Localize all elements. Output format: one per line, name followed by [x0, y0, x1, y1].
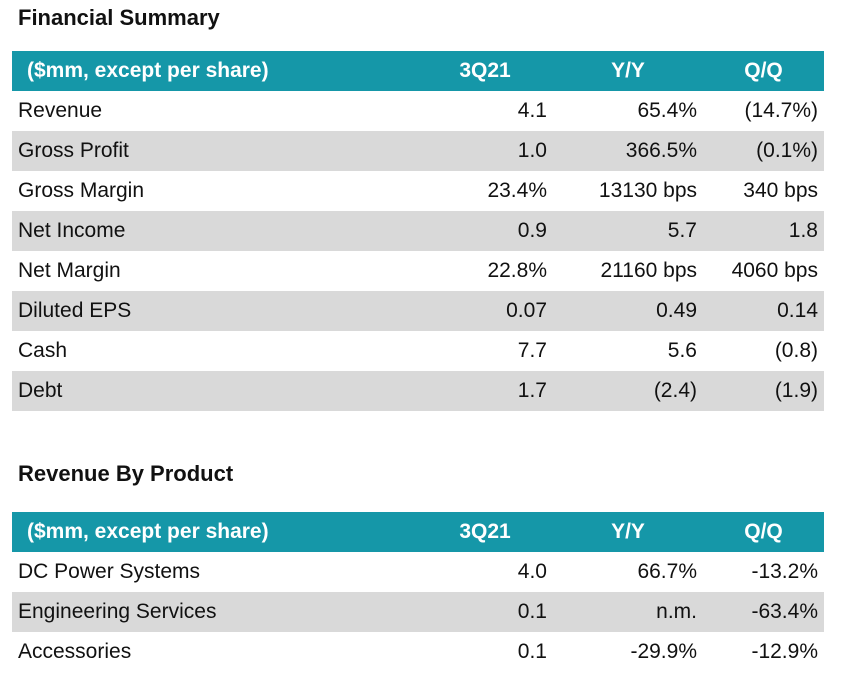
cell-3q21: 4.1 — [517, 99, 547, 122]
cell-qq: (1.9) — [703, 371, 824, 411]
cell-qq: (0.1%) — [703, 131, 824, 171]
column-header-3q21: 3Q21 — [417, 512, 553, 552]
column-header-qq: Q/Q — [703, 512, 824, 552]
cell-3q21: 0.07 — [417, 291, 553, 331]
row-label: Gross Profit — [12, 131, 417, 171]
table-row: Revenue 4.1 65.4% (14.7%) — [12, 91, 824, 131]
table-row: Net Margin 22.8% 21160 bps 4060 bps — [12, 251, 824, 291]
row-label: Net Income — [12, 211, 417, 251]
cell-qq: -63.4% — [703, 592, 824, 632]
financial-summary-title: Financial Summary — [18, 5, 220, 30]
row-label: Gross Margin — [18, 179, 145, 202]
cell-yy: 366.5% — [553, 131, 703, 171]
column-header-label: ($mm, except per share) — [12, 512, 417, 552]
table-row: Cash 7.7 5.6 (0.8) — [12, 331, 824, 371]
row-label: Debt — [12, 371, 417, 411]
row-label: Revenue — [18, 99, 103, 122]
cell-qq: (14.7%) — [744, 99, 818, 122]
cell-qq: (0.8) — [774, 339, 818, 362]
column-header-yy: Y/Y — [553, 512, 703, 552]
cell-3q21: 22.8% — [487, 259, 547, 282]
cell-yy: -29.9% — [630, 640, 697, 663]
cell-yy: 13130 bps — [598, 179, 697, 202]
cell-3q21: 7.7 — [517, 339, 547, 362]
cell-qq: 4060 bps — [731, 259, 818, 282]
cell-qq: 340 bps — [743, 179, 818, 202]
table-row: Diluted EPS 0.07 0.49 0.14 — [12, 291, 824, 331]
header-row: ($mm, except per share) 3Q21 Y/Y Q/Q — [12, 51, 824, 91]
row-label: Diluted EPS — [12, 291, 417, 331]
cell-qq: -13.2% — [751, 560, 818, 583]
cell-3q21: 0.1 — [417, 592, 553, 632]
cell-3q21: 4.0 — [517, 560, 547, 583]
cell-3q21: 1.7 — [417, 371, 553, 411]
cell-3q21: 0.9 — [417, 211, 553, 251]
cell-3q21: 23.4% — [487, 179, 547, 202]
header-row: ($mm, except per share) 3Q21 Y/Y Q/Q — [12, 512, 824, 552]
cell-yy: (2.4) — [553, 371, 703, 411]
cell-yy: 66.7% — [637, 560, 697, 583]
row-label: Cash — [18, 339, 68, 362]
table-row: Gross Profit 1.0 366.5% (0.1%) — [12, 131, 824, 171]
financial-summary-table: ($mm, except per share) 3Q21 Y/Y Q/Q Rev… — [12, 51, 824, 411]
column-header-label: ($mm, except per share) — [12, 51, 417, 91]
cell-3q21: 1.0 — [417, 131, 553, 171]
table-row: Net Income 0.9 5.7 1.8 — [12, 211, 824, 251]
table-row: Engineering Services 0.1 n.m. -63.4% — [12, 592, 824, 632]
column-header-qq: Q/Q — [703, 51, 824, 91]
cell-yy: 65.4% — [637, 99, 697, 122]
column-header-3q21: 3Q21 — [417, 51, 553, 91]
column-header-yy: Y/Y — [553, 51, 703, 91]
cell-qq: 0.14 — [703, 291, 824, 331]
cell-yy: 5.6 — [667, 339, 697, 362]
table-row: DC Power Systems 4.0 66.7% -13.2% — [12, 552, 824, 592]
table-row: Accessories 0.1 -29.9% -12.9% — [12, 632, 824, 672]
cell-yy: n.m. — [553, 592, 703, 632]
row-label: Engineering Services — [12, 592, 417, 632]
table-row: Gross Margin 23.4% 13130 bps 340 bps — [12, 171, 824, 211]
row-label: Accessories — [18, 640, 132, 663]
revenue-by-product-table: ($mm, except per share) 3Q21 Y/Y Q/Q DC … — [12, 512, 824, 672]
cell-yy: 0.49 — [553, 291, 703, 331]
cell-yy: 5.7 — [553, 211, 703, 251]
cell-3q21: 0.1 — [517, 640, 547, 663]
revenue-by-product-title: Revenue By Product — [18, 461, 234, 486]
row-label: DC Power Systems — [18, 560, 201, 583]
cell-qq: 1.8 — [703, 211, 824, 251]
row-label: Net Margin — [18, 259, 121, 282]
cell-qq: -12.9% — [751, 640, 818, 663]
table-row: Debt 1.7 (2.4) (1.9) — [12, 371, 824, 411]
cell-yy: 21160 bps — [600, 259, 697, 282]
